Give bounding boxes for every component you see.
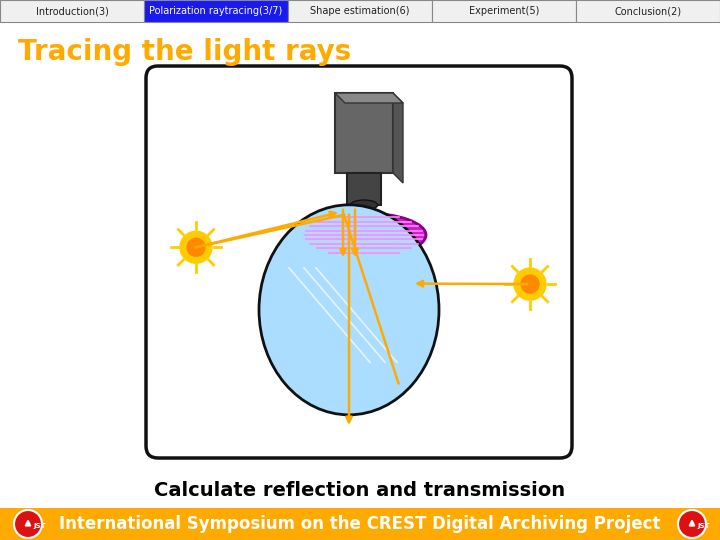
Text: Introduction(3): Introduction(3) — [35, 6, 109, 16]
Bar — [0, 0, 144, 22]
Text: Polarization raytracing(3/7): Polarization raytracing(3/7) — [149, 6, 283, 16]
Circle shape — [514, 268, 546, 300]
Text: Experiment(5): Experiment(5) — [469, 6, 539, 16]
Ellipse shape — [302, 213, 426, 257]
Ellipse shape — [351, 200, 377, 210]
Text: Shape estimation(6): Shape estimation(6) — [310, 6, 410, 16]
Text: Tracing the light rays: Tracing the light rays — [18, 38, 351, 66]
Circle shape — [521, 275, 539, 293]
Bar — [432, 0, 576, 22]
Circle shape — [14, 510, 42, 538]
Bar — [335, 93, 393, 173]
Polygon shape — [335, 93, 403, 103]
Bar — [576, 0, 720, 22]
Text: JST: JST — [33, 523, 45, 529]
Bar — [0, 508, 720, 540]
Circle shape — [180, 231, 212, 264]
Bar — [144, 0, 288, 22]
Circle shape — [678, 510, 706, 538]
Text: Calculate reflection and transmission: Calculate reflection and transmission — [154, 481, 566, 500]
Text: JST: JST — [697, 523, 709, 529]
FancyBboxPatch shape — [146, 66, 572, 458]
Polygon shape — [393, 93, 403, 183]
Bar — [288, 0, 432, 22]
Circle shape — [187, 238, 205, 256]
Ellipse shape — [259, 205, 439, 415]
Bar — [347, 173, 381, 205]
Text: Conclusion(2): Conclusion(2) — [614, 6, 682, 16]
Text: International Symposium on the CREST Digital Archiving Project: International Symposium on the CREST Dig… — [59, 515, 661, 533]
